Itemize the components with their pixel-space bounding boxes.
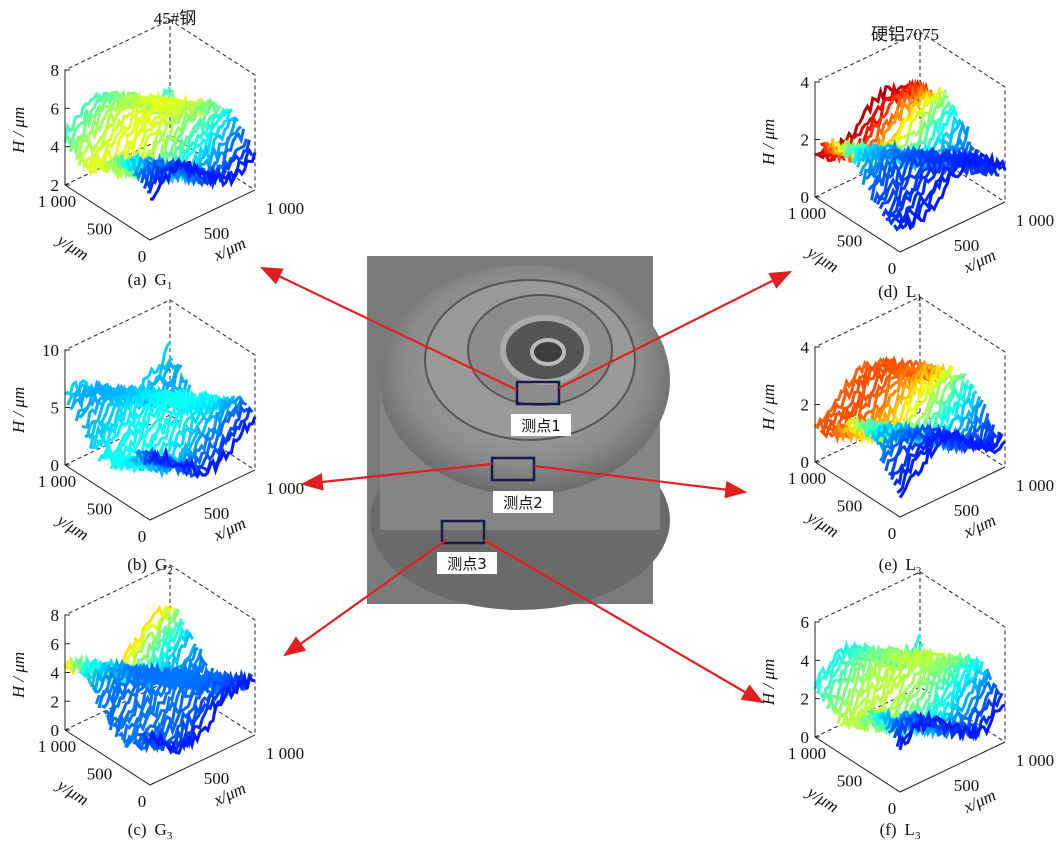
y-tick-label: 0 xyxy=(138,527,147,546)
z-tick-label: 4 xyxy=(51,138,60,157)
y-tick-label: 500 xyxy=(837,232,863,251)
z-tick-label: 6 xyxy=(51,99,60,118)
caption-sub: 3 xyxy=(167,830,173,842)
caption-letter: L xyxy=(905,555,915,574)
y-tick-label: 500 xyxy=(87,220,113,239)
x-tick-label: 1 000 xyxy=(266,479,304,498)
y-tick-label: 1 000 xyxy=(38,472,76,491)
y-tick-label: 500 xyxy=(87,765,113,784)
figure: 45#钢 硬铝7075 测点1 测点2 测点3 24681 0005000500… xyxy=(0,0,1064,851)
y-tick-label: 0 xyxy=(888,259,897,278)
y-tick-label: 500 xyxy=(837,497,863,516)
z-axis-label: H / μm xyxy=(759,119,778,166)
z-tick-label: 2 xyxy=(801,396,810,415)
z-tick-label: 10 xyxy=(42,341,59,360)
x-tick-label: 1 000 xyxy=(266,199,304,218)
z-tick-label: 6 xyxy=(51,635,60,654)
y-tick-label: 0 xyxy=(138,792,147,811)
caption-letter: G xyxy=(155,555,167,574)
caption-sub: 1 xyxy=(167,280,173,292)
y-tick-label: 500 xyxy=(87,500,113,519)
back-wall xyxy=(65,565,255,735)
y-tick-label: 0 xyxy=(888,799,897,818)
photo: 测点1 测点2 测点3 xyxy=(367,256,670,610)
z-tick-label: 8 xyxy=(51,606,60,625)
caption: (d)L1 xyxy=(878,282,922,304)
z-tick-label: 4 xyxy=(51,664,60,683)
y-tick-label: 500 xyxy=(837,772,863,791)
column-title: 硬铝7075 xyxy=(871,25,939,44)
z-axis-label: H / μm xyxy=(759,384,778,431)
y-tick-label: 0 xyxy=(138,247,147,266)
caption-letter: L xyxy=(905,820,915,839)
y-tick-label: 0 xyxy=(888,524,897,543)
caption: (f) L3 xyxy=(880,820,921,842)
caption-tag: (a) xyxy=(128,270,147,289)
caption-tag: (f) xyxy=(880,820,897,839)
caption: (c) G3 xyxy=(128,820,173,842)
point-label: 测点3 xyxy=(447,555,487,573)
z-axis-label: H / μm xyxy=(759,659,778,706)
caption: (a) G1 xyxy=(128,270,173,292)
y-tick-label: 1 000 xyxy=(38,737,76,756)
caption: (e) L2 xyxy=(879,555,922,577)
z-tick-label: 2 xyxy=(801,690,810,709)
caption-letter: L xyxy=(906,282,916,301)
z-axis-label: H / μm xyxy=(9,652,28,699)
caption-tag: (b) xyxy=(127,555,147,574)
z-tick-label: 2 xyxy=(801,131,810,150)
z-axis-label: H / μm xyxy=(9,107,28,154)
x-tick-label: 1 000 xyxy=(1016,476,1054,495)
caption: (b)G2 xyxy=(127,555,173,577)
caption-sub: 3 xyxy=(915,830,921,842)
caption-sub: 2 xyxy=(916,565,922,577)
z-axis-label: H / μm xyxy=(9,387,28,434)
z-tick-label: 4 xyxy=(801,73,810,92)
z-tick-label: 4 xyxy=(801,651,810,670)
z-tick-label: 4 xyxy=(801,338,810,357)
x-tick-label: 1 000 xyxy=(1016,211,1054,230)
z-tick-label: 2 xyxy=(51,692,60,711)
z-tick-label: 8 xyxy=(51,61,60,80)
caption-tag: (d) xyxy=(878,282,898,301)
caption-letter: G xyxy=(155,270,167,289)
x-tick-label: 1 000 xyxy=(1016,751,1054,770)
x-tick-label: 1 000 xyxy=(266,744,304,763)
caption-tag: (c) xyxy=(128,820,147,839)
z-tick-label: 6 xyxy=(801,613,810,632)
point-label: 测点1 xyxy=(521,417,561,435)
caption-letter: G xyxy=(155,820,167,839)
z-tick-label: 5 xyxy=(51,399,60,418)
y-tick-label: 1 000 xyxy=(788,744,826,763)
y-tick-label: 1 000 xyxy=(788,204,826,223)
y-tick-label: 1 000 xyxy=(788,469,826,488)
point-label: 测点2 xyxy=(503,494,543,512)
caption-tag: (e) xyxy=(879,555,898,574)
y-tick-label: 1 000 xyxy=(38,192,76,211)
